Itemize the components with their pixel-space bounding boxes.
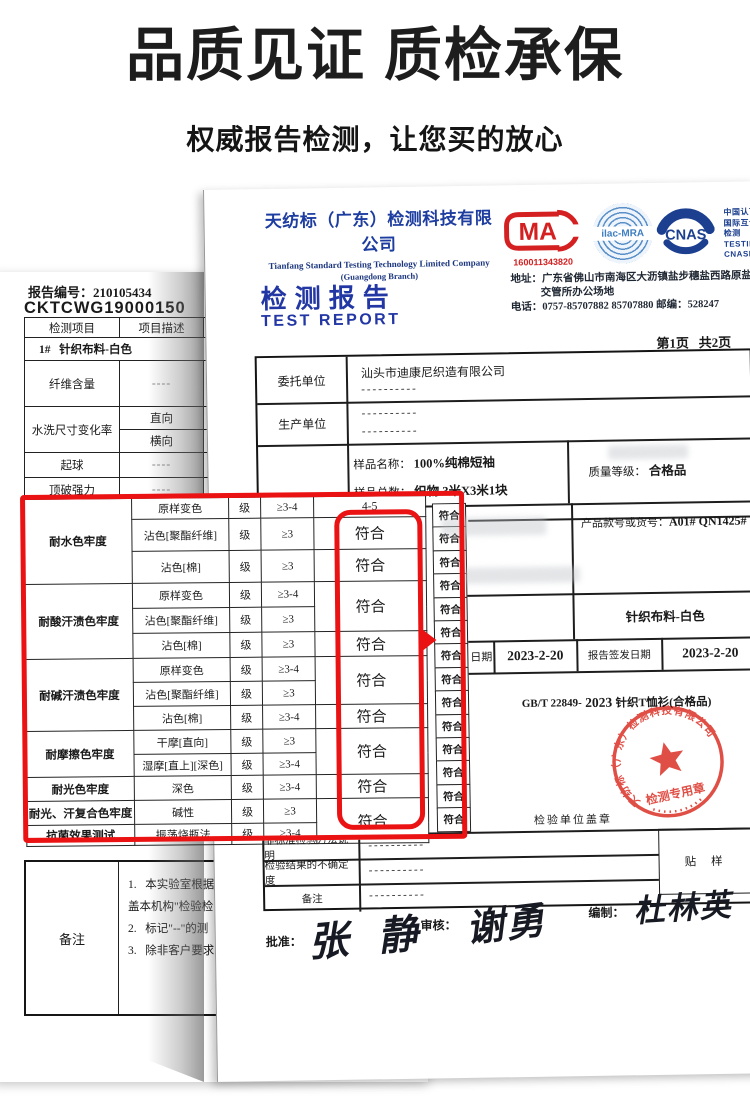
section-subtitle: 权威报告检测，让您买的放心 [186, 124, 564, 155]
svg-text:160011343820: 160011343820 [513, 257, 573, 268]
bottom-row-label: 检验结果的不确定度 [264, 859, 349, 887]
redacted-text [608, 444, 689, 460]
client-label: 委托单位 [277, 373, 326, 389]
signature-handwriting: 杜林英 [632, 887, 734, 930]
left-report-number: 报告编号：210105434 [28, 285, 152, 300]
svg-text:MA: MA [518, 218, 557, 246]
quality-grade: 质量等级： 合格品 [588, 463, 687, 479]
client-value: 汕头市迪康尼织造有限公司 [360, 364, 506, 381]
date-label-fragment: 日期 [470, 651, 493, 664]
svg-text:CNAS: CNAS [665, 227, 707, 244]
red-annotation-group: 耐水色牢度 原样变色级 ≥3-4 4-5 沾色[聚酯纤维] 级 ≥3 符合 沾色[棉] 级 ≥3 符合… [20, 490, 468, 847]
issue-date-label: 报告签发日期 [587, 649, 651, 662]
signature-handwriting: 张 静 [306, 909, 428, 967]
section-title: 品质见证 质检承保 [125, 23, 625, 88]
red-highlight-inner-box [334, 509, 426, 830]
right-report-document: 天纺标（广东）检测科技有限公司 Tianfang Standard Testin… [203, 181, 750, 1082]
completion-date: 2023-2-20 [507, 647, 564, 664]
ilac-mra-logo-icon: ilac-MRA [590, 202, 655, 264]
fabric-name: 针织布料-白色 [625, 608, 705, 624]
signature-handwriting: 谢勇 [463, 896, 549, 951]
remark-label: 备注 [26, 862, 119, 1014]
signature-label: 批准： [265, 934, 302, 950]
inspection-stamp-icon: 天纺标（广东）检测科技有限公司 检测专用章 [598, 693, 730, 818]
report-title-cn: 检测报告 [260, 282, 397, 315]
signature-label: 审核： [420, 918, 457, 933]
red-arrow-icon [419, 627, 437, 654]
signature-label: 编制： [588, 905, 625, 921]
left-report-code: CKTCWG19000150 [24, 299, 186, 317]
product-no: 产品款号或货号： A01# QN1425# [580, 513, 747, 531]
report-title-en: TEST REPORT [260, 310, 401, 331]
redacted-text [459, 566, 581, 585]
seal-note: 检验单位盖章 [533, 813, 613, 827]
producer-label: 生产单位 [278, 416, 327, 432]
grid-line [566, 440, 570, 504]
lab-name-cn: 天纺标（广东）检测科技有限公司 [264, 208, 493, 255]
sample-name: 样品名称： 100%纯棉短袖 [353, 455, 496, 472]
lab-address: 地址：广东省佛山市南海区大沥镇盐步穗盐西路原盐 交管所办公场地 电话：0757-… [510, 270, 750, 314]
cma-logo-icon: MA 160011343820 [504, 209, 584, 268]
col-header: 检测项目 [24, 317, 120, 338]
issue-date: 2023-2-20 [682, 644, 739, 661]
lab-company-block: 天纺标（广东）检测科技有限公司 Tianfang Standard Testin… [256, 203, 501, 283]
accreditation-text: 中国认可 国际互认 检测 TESTING CNASL9 [723, 207, 750, 259]
cnas-logo-icon: CNAS [656, 205, 715, 260]
signature-row: 批准：张 静审核： 谢勇 编制： 杜林英 [204, 181, 750, 966]
